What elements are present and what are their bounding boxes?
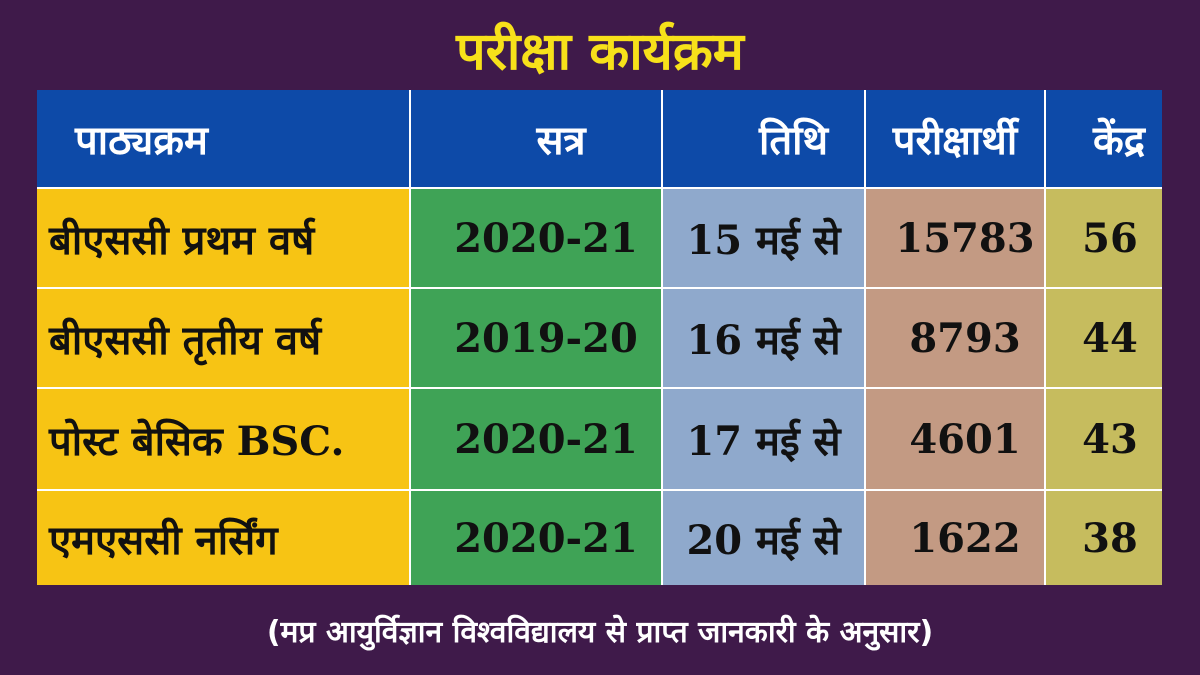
table-cell: 56 (1046, 189, 1162, 287)
table-cell: 20 मई से (663, 491, 864, 585)
table-cell: 8793 (866, 289, 1044, 387)
column-header: केंद्र (1046, 90, 1162, 187)
table-cell: 2020-21 (411, 389, 661, 489)
table-cell: 17 मई से (663, 389, 864, 489)
table-cell: 1622 (866, 491, 1044, 585)
table-cell: 16 मई से (663, 289, 864, 387)
table-cell: बीएससी तृतीय वर्ष (37, 289, 409, 387)
table-cell: 4601 (866, 389, 1044, 489)
table-cell: पोस्ट बेसिक BSC. (37, 389, 409, 489)
table-cell: 44 (1046, 289, 1162, 387)
table-cell: 15783 (866, 189, 1044, 287)
column-header: तिथि (663, 90, 864, 187)
table-cell: 2020-21 (411, 189, 661, 287)
table: पाठ्यक्रम सत्र तिथि परीक्षार्थी केंद्र बीएससी… (37, 90, 1162, 585)
table-cell: 38 (1046, 491, 1162, 585)
footer-note: (मप्र आयुर्विज्ञान विश्वविद्यालय से प्रा… (266, 615, 934, 650)
column-header: परीक्षार्थी (866, 90, 1044, 187)
table-cell: 2020-21 (411, 491, 661, 585)
table-cell: एमएससी नर्सिंग (37, 491, 409, 585)
table-cell: 2019-20 (411, 289, 661, 387)
table-cell: बीएससी प्रथम वर्ष (37, 189, 409, 287)
column-header: पाठ्यक्रम (37, 90, 409, 187)
table-cell: 15 मई से (663, 189, 864, 287)
title: परीक्षा कार्यक्रम (456, 22, 744, 82)
table-cell: 43 (1046, 389, 1162, 489)
column-header: सत्र (411, 90, 661, 187)
